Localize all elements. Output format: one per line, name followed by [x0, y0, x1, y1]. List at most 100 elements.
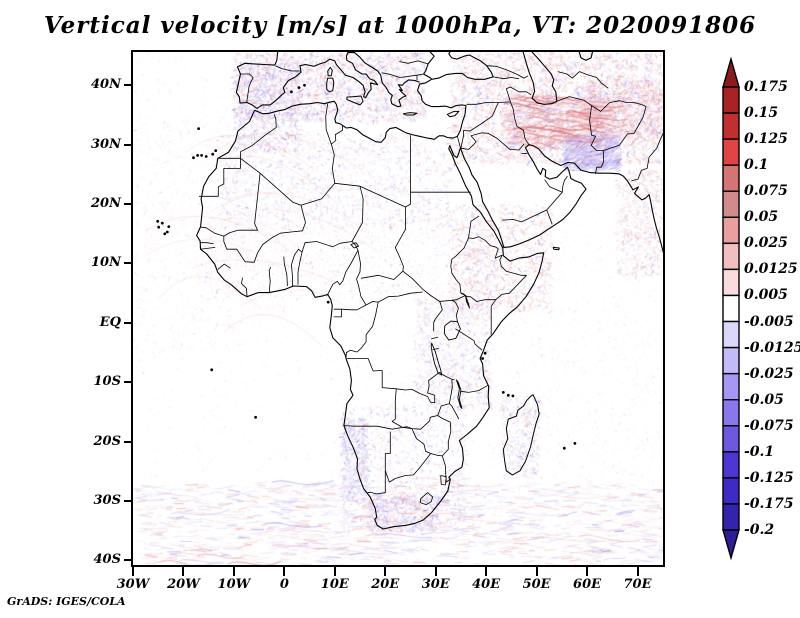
- country-border: [394, 207, 406, 272]
- country-border: [439, 371, 455, 381]
- country-border: [331, 125, 343, 145]
- lat-tick-mark: [124, 559, 133, 562]
- lon-tick-mark: [232, 567, 235, 576]
- country-border: [505, 86, 532, 103]
- country-border: [591, 100, 647, 112]
- lake-outline: [455, 379, 463, 409]
- colorbar-tick-label: 0.1: [744, 157, 769, 174]
- country-border: [402, 415, 451, 430]
- colorbar-tick-label: 0.15: [744, 105, 779, 122]
- country-border: [430, 453, 451, 483]
- country-border: [330, 143, 336, 184]
- lake-outline: [350, 242, 359, 249]
- colorbar-tick-label: 0.005: [744, 287, 788, 304]
- lon-tick-label: 20W: [167, 577, 200, 592]
- colorbar: [722, 56, 740, 561]
- lon-tick-mark: [283, 567, 286, 576]
- lake-outline: [430, 342, 443, 376]
- country-border: [240, 73, 254, 103]
- lon-tick-mark: [636, 567, 639, 576]
- country-border: [494, 248, 503, 259]
- colorbar-tick-label: -0.075: [744, 417, 794, 434]
- island-outline: [346, 95, 364, 106]
- small-island: [290, 90, 293, 94]
- country-border: [345, 326, 373, 360]
- country-border: [346, 358, 383, 372]
- country-border: [431, 336, 439, 340]
- country-border: [402, 270, 466, 302]
- island-outline: [326, 77, 335, 93]
- country-border: [301, 241, 353, 253]
- lon-tick-label: 50E: [522, 577, 551, 592]
- small-island: [163, 232, 167, 236]
- country-border: [200, 247, 216, 250]
- colorbar-tick-label: -0.005: [744, 313, 794, 330]
- lon-tick-label: 70E: [623, 577, 652, 592]
- country-border: [603, 106, 647, 151]
- colorbar-tick-label: -0.025: [744, 365, 794, 382]
- colorbar-bottom-arrow: [722, 529, 740, 561]
- small-island: [211, 152, 215, 156]
- country-border: [468, 236, 499, 249]
- country-border: [460, 132, 525, 151]
- country-border: [300, 183, 336, 206]
- colorbar-segment: [722, 138, 740, 166]
- country-border: [259, 172, 302, 206]
- country-border: [448, 379, 460, 420]
- lon-tick-mark: [434, 567, 437, 576]
- coastline: [522, 52, 558, 105]
- country-border: [451, 299, 459, 322]
- colorbar-segment: [722, 216, 740, 245]
- lat-tick-mark: [124, 500, 133, 503]
- country-border: [334, 182, 411, 208]
- country-border: [468, 215, 480, 238]
- lat-tick-mark: [124, 203, 133, 206]
- country-border: [327, 244, 359, 295]
- colorbar-tick-label: 0.075: [744, 183, 788, 200]
- lon-tick-mark: [132, 567, 134, 576]
- country-border: [490, 299, 497, 335]
- country-border: [460, 292, 496, 302]
- small-island: [573, 442, 577, 445]
- country-border: [557, 71, 609, 89]
- coastline: [254, 52, 494, 143]
- island-outline: [502, 394, 540, 476]
- lon-tick-mark: [384, 567, 387, 576]
- country-border: [399, 60, 429, 65]
- colorbar-segment: [722, 268, 740, 297]
- country-border: [502, 175, 568, 223]
- colorbar-tick-label: -0.0125: [744, 339, 800, 356]
- country-border: [510, 101, 530, 145]
- island-outline: [327, 66, 333, 77]
- country-border: [486, 65, 529, 79]
- country-border: [495, 254, 527, 301]
- country-border: [546, 209, 553, 225]
- small-island: [197, 127, 200, 130]
- colorbar-tick-label: -0.175: [744, 495, 794, 512]
- colorbar-segment: [722, 346, 740, 375]
- colorbar-segment: [722, 190, 740, 219]
- colorbar-top-arrow: [722, 56, 740, 88]
- lat-tick-mark: [124, 381, 133, 384]
- country-border: [493, 76, 519, 80]
- lat-tick-mark: [124, 440, 133, 443]
- vertical-velocity-shading: [133, 52, 663, 565]
- country-border: [466, 101, 511, 105]
- lon-tick-mark: [485, 567, 488, 576]
- island-outline: [552, 246, 560, 251]
- lake-outline: [465, 295, 470, 309]
- country-border: [343, 425, 413, 430]
- country-border: [381, 370, 403, 428]
- lon-tick-mark: [586, 567, 589, 576]
- island-outline: [402, 112, 418, 116]
- country-border: [437, 403, 450, 416]
- lat-tick-label: 10N: [91, 255, 121, 271]
- small-island: [501, 391, 505, 394]
- small-island: [200, 154, 203, 157]
- lon-tick-label: 60E: [573, 577, 602, 592]
- country-border: [341, 304, 367, 311]
- grads-credit: GrADS: IGES/COLA: [7, 595, 126, 608]
- coastline-borders-overlay: [156, 52, 663, 530]
- country-border: [442, 422, 452, 457]
